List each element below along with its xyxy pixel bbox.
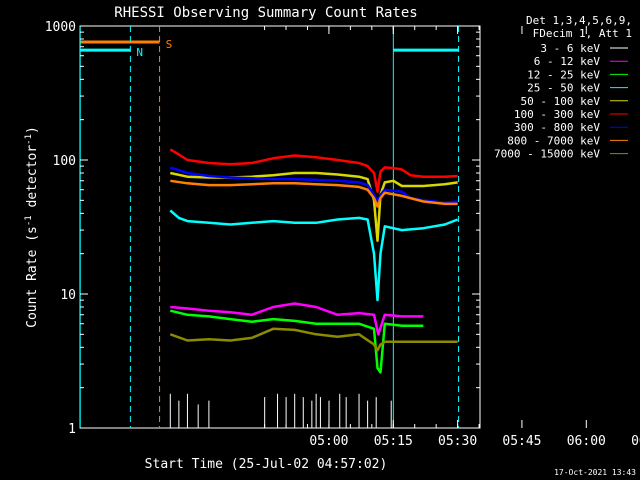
x-tick-label: 06:15 [631, 434, 640, 449]
x-tick-label: 05:00 [309, 434, 348, 449]
series-line [169, 209, 459, 302]
x-tick-label: 06:00 [567, 434, 606, 449]
legend-header-line-1: Det 1,3,4,5,6,9, [526, 14, 632, 27]
series-line [169, 148, 458, 193]
legend-label: 100 - 300 keV [514, 108, 600, 121]
legend-label: 25 - 50 keV [527, 82, 600, 95]
legend-label: 12 - 25 keV [527, 68, 600, 81]
legend-label: 800 - 7000 keV [507, 134, 600, 147]
flag-label: N [136, 46, 143, 59]
legend-header-line-2: FDecim 1, Att 1 [533, 27, 632, 40]
series-line [170, 309, 424, 374]
x-tick-label: 05:45 [502, 434, 541, 449]
series-line [170, 179, 458, 208]
flag-label: S [166, 38, 173, 51]
y-axis-label: Count Rate (s-1 detector-1) [24, 126, 40, 328]
y-axis-label-sup2: -1 [24, 134, 34, 145]
x-tick-label: 05:15 [374, 434, 413, 449]
y-axis-label-main: Count Rate (s [25, 226, 40, 328]
legend-label: 50 - 100 keV [521, 95, 601, 108]
legend-label: 6 - 12 keV [534, 55, 601, 68]
y-axis-label-sup1: -1 [24, 215, 34, 226]
y-tick-label: 10 [60, 288, 76, 303]
y-tick-label: 1000 [45, 20, 76, 35]
y-tick-label: 1 [68, 422, 76, 437]
legend-label: 3 - 6 keV [540, 42, 600, 55]
legend-label: 300 - 800 keV [514, 121, 600, 134]
y-axis-label-end: ) [25, 126, 40, 134]
legend-label: 7000 - 15000 keV [494, 148, 600, 161]
x-tick-label: 05:30 [438, 434, 477, 449]
series-line [170, 302, 424, 336]
y-axis-label-mid: detector [25, 145, 40, 216]
y-tick-label: 100 [53, 154, 76, 169]
x-axis-label: Start Time (25-Jul-02 04:57:02) [145, 457, 388, 472]
footer-timestamp: 17-Oct-2021 13:43 [554, 468, 636, 477]
series-line [169, 327, 458, 352]
legend: Det 1,3,4,5,6,9, FDecim 1, Att 1 3 - 6 k… [494, 14, 632, 161]
plot-frame [79, 25, 481, 429]
chart-title: RHESSI Observing Summary Count Rates [114, 5, 417, 21]
